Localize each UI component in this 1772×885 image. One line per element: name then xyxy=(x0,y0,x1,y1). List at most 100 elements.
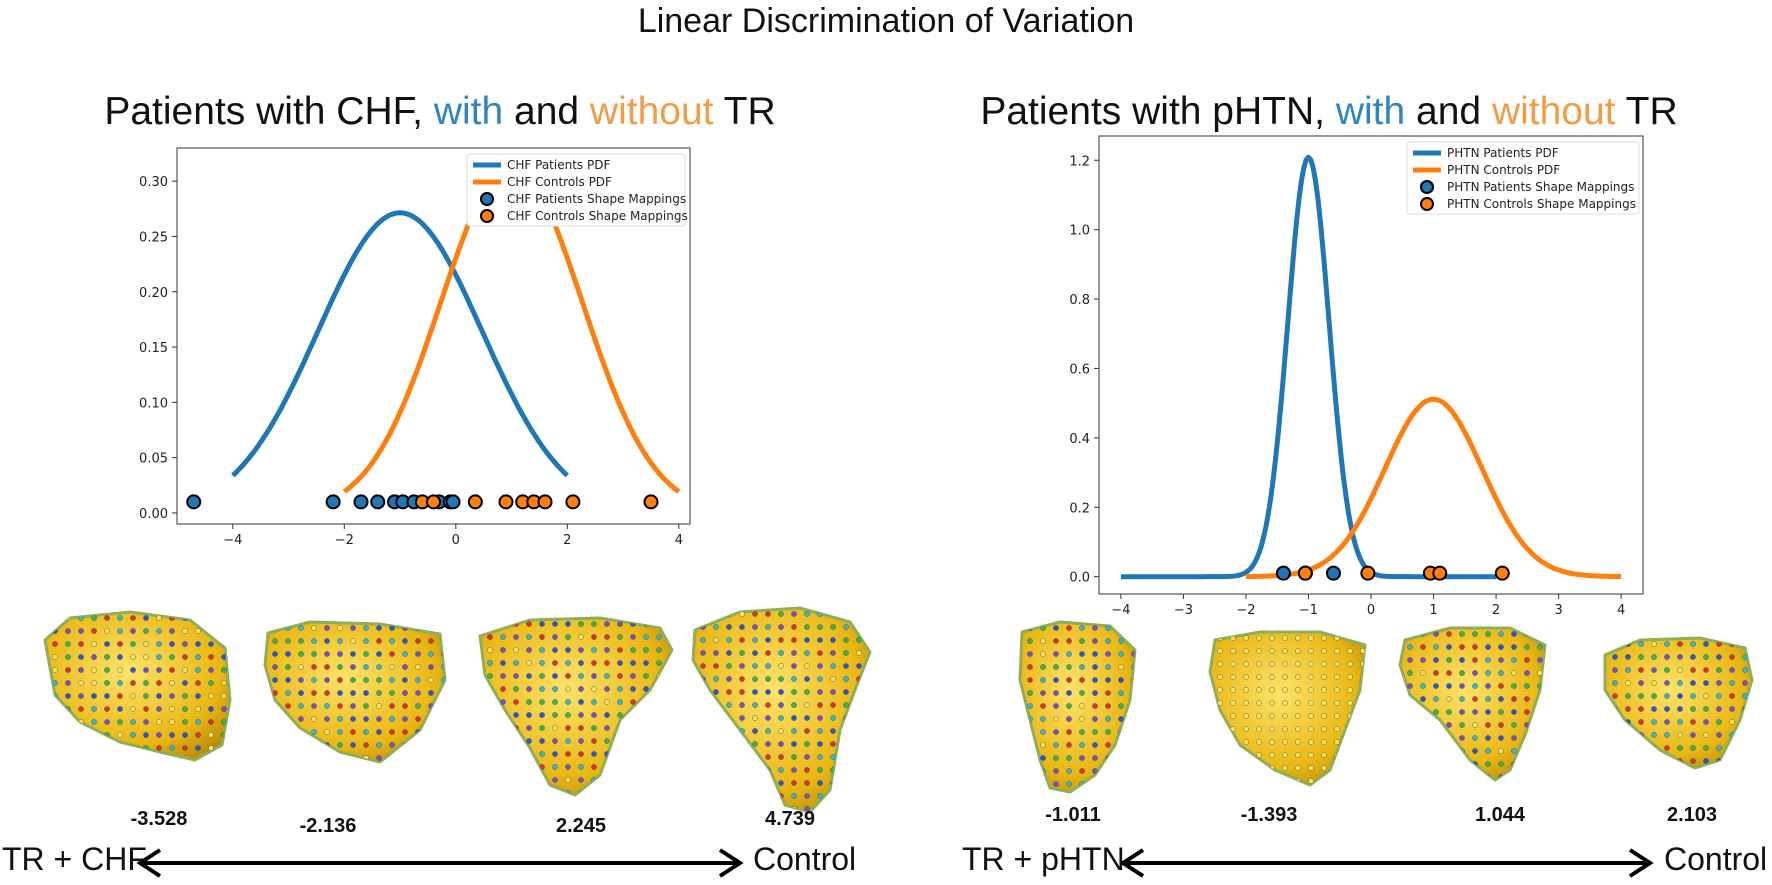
x-tick-label: 2 xyxy=(1492,603,1500,618)
mesh-dot xyxy=(1690,719,1696,725)
mesh-dot xyxy=(1053,651,1059,657)
mesh-dot xyxy=(513,751,519,757)
mesh-dot xyxy=(617,647,623,653)
mesh-dot xyxy=(1651,680,1657,686)
mesh-dot xyxy=(324,690,330,696)
mesh-dot xyxy=(778,715,784,721)
mesh-dot xyxy=(1295,674,1301,680)
mesh-dot xyxy=(65,719,71,725)
mesh-dot xyxy=(91,641,97,647)
mesh-dot xyxy=(1230,713,1236,719)
mesh-dot xyxy=(324,677,330,683)
mesh-dot xyxy=(1420,735,1426,741)
y-tick-label: 0.6 xyxy=(1069,362,1090,377)
axis-left-label-phtn: TR + pHTN xyxy=(962,841,1125,877)
axis-right-label-phtn: Control xyxy=(1664,841,1768,877)
x-tick-label: 1 xyxy=(1429,603,1437,618)
mesh-dot xyxy=(1308,765,1314,771)
panel-title-with: with xyxy=(433,90,504,133)
mesh-dot xyxy=(791,689,797,695)
mesh-dot xyxy=(1066,729,1072,735)
mesh-dot xyxy=(539,621,545,627)
mesh-dot xyxy=(1360,726,1365,732)
mesh-dot xyxy=(630,751,636,757)
mesh-dot xyxy=(104,654,110,660)
mesh-dot xyxy=(1690,693,1696,699)
mesh-dot xyxy=(208,615,214,621)
mesh-dot xyxy=(1230,700,1236,706)
mesh-dot xyxy=(1446,644,1452,650)
mesh-dot xyxy=(1131,703,1135,709)
mesh-dot xyxy=(1703,680,1709,686)
mesh-dot xyxy=(1498,748,1504,754)
mesh-dot xyxy=(843,741,849,747)
mesh-dot xyxy=(1459,774,1465,780)
mesh-dot xyxy=(1360,765,1365,771)
mesh-dot xyxy=(1716,719,1722,725)
mesh-dot xyxy=(1420,709,1426,715)
panel-title-without: without xyxy=(589,90,714,133)
mesh-dot xyxy=(578,673,584,679)
mesh-dot xyxy=(1066,781,1072,787)
mesh-dot xyxy=(604,660,610,666)
mesh-dot xyxy=(1321,674,1327,680)
mesh-dot xyxy=(1118,651,1124,657)
mesh-dot xyxy=(130,667,136,673)
mesh-dot xyxy=(1664,693,1670,699)
mesh-dot xyxy=(791,793,797,799)
mesh-dot xyxy=(1295,752,1301,758)
mesh-dot xyxy=(1524,696,1530,702)
mesh-dot xyxy=(52,719,58,725)
mesh-dot xyxy=(1498,696,1504,702)
mesh-dot xyxy=(415,664,421,670)
mesh-dot xyxy=(143,628,149,634)
mesh-dot xyxy=(617,699,623,705)
mesh-dot xyxy=(337,755,343,761)
mesh-dot xyxy=(1256,687,1262,693)
mesh-dot xyxy=(726,741,732,747)
mesh-dot xyxy=(1485,644,1491,650)
mesh-dot xyxy=(1334,778,1340,784)
mesh-dot xyxy=(91,654,97,660)
mesh-dot xyxy=(1716,745,1722,751)
mesh-dot xyxy=(791,663,797,669)
mesh-dot xyxy=(65,693,71,699)
mesh-dot xyxy=(337,664,343,670)
mesh-dot xyxy=(487,738,493,744)
mesh-dot xyxy=(91,745,97,751)
mesh-dot xyxy=(713,780,719,786)
mesh-dot xyxy=(311,742,317,748)
mesh-dot xyxy=(565,699,571,705)
mesh-dot xyxy=(182,680,188,686)
mesh-dot xyxy=(130,641,136,647)
mesh-dot xyxy=(1027,755,1033,761)
mesh-dot xyxy=(1308,674,1314,680)
mesh-dot xyxy=(1446,748,1452,754)
x-tick-label: −3 xyxy=(1174,603,1193,618)
mesh-dot xyxy=(91,719,97,725)
mesh-dot xyxy=(604,621,610,627)
mesh-dot xyxy=(1742,641,1748,647)
mesh-dot xyxy=(843,650,849,656)
panel-title-part: and xyxy=(1405,90,1492,133)
mesh-dot xyxy=(1524,761,1530,767)
legend-entry: CHF Controls PDF xyxy=(507,175,612,189)
mesh-dot xyxy=(804,637,810,643)
mesh-dot xyxy=(1446,761,1452,767)
mesh-dot xyxy=(311,664,317,670)
mesh-dot xyxy=(337,677,343,683)
mesh-dot xyxy=(1256,739,1262,745)
mesh-dot xyxy=(752,663,758,669)
mesh-dot xyxy=(1256,635,1262,641)
mesh-dot xyxy=(182,641,188,647)
mesh-dot xyxy=(1716,654,1722,660)
mesh-dot xyxy=(350,664,356,670)
mesh-dot xyxy=(856,611,862,617)
mesh-dot xyxy=(1308,635,1314,641)
mesh-dot xyxy=(363,664,369,670)
mesh-dot xyxy=(1537,748,1543,754)
mesh-dot xyxy=(1524,657,1530,663)
mesh-dot xyxy=(552,751,558,757)
mesh-dot xyxy=(765,637,771,643)
